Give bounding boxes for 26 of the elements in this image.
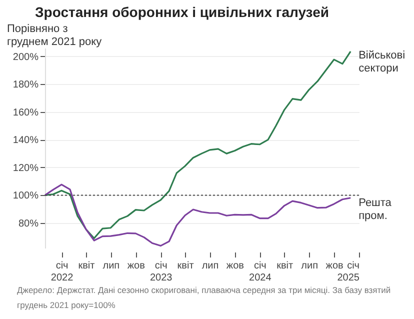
series-label: Військові сектори	[358, 49, 406, 74]
x-tick-label: жов	[127, 260, 145, 272]
y-tick-label: 160%	[12, 107, 39, 118]
line-series	[44, 50, 352, 240]
y-tick-label: 200%	[12, 52, 39, 63]
x-tick-label: лип	[202, 260, 219, 272]
x-tick-label: січ 2022	[50, 260, 74, 284]
y-axis-title: Порівняно з груднем 2021 року	[7, 23, 102, 48]
text: Джерело: Держстат. Дані сезонно скориговані, плаваюча середня за три місяці. За базу взятий грудень 2021 року=100%	[17, 285, 391, 310]
y-tick-label: 80%	[18, 218, 39, 230]
x-tick-label: жов	[226, 260, 244, 272]
x-tick-label: січ 2023	[150, 260, 173, 284]
x-tick-label: січ 2024	[249, 260, 272, 284]
x-tick-label: лип	[102, 260, 120, 272]
line-series	[44, 184, 352, 247]
y-tick-label: 140%	[12, 135, 39, 146]
y-tick-label: 180%	[12, 80, 39, 91]
x-tick-label: жов	[326, 260, 344, 272]
y-tick-label: 120%	[12, 162, 39, 174]
chart-title: Зростання оборонних і цивільних галузей	[35, 4, 329, 20]
x-tick-label: лип	[301, 260, 318, 272]
x-tick-label: квіт	[78, 260, 96, 272]
series-label: Решта пром.	[358, 196, 392, 222]
x-tick-label: квіт	[276, 260, 294, 272]
x-tick-label: квіт	[177, 260, 194, 272]
y-tick-label: 100%	[12, 190, 39, 202]
